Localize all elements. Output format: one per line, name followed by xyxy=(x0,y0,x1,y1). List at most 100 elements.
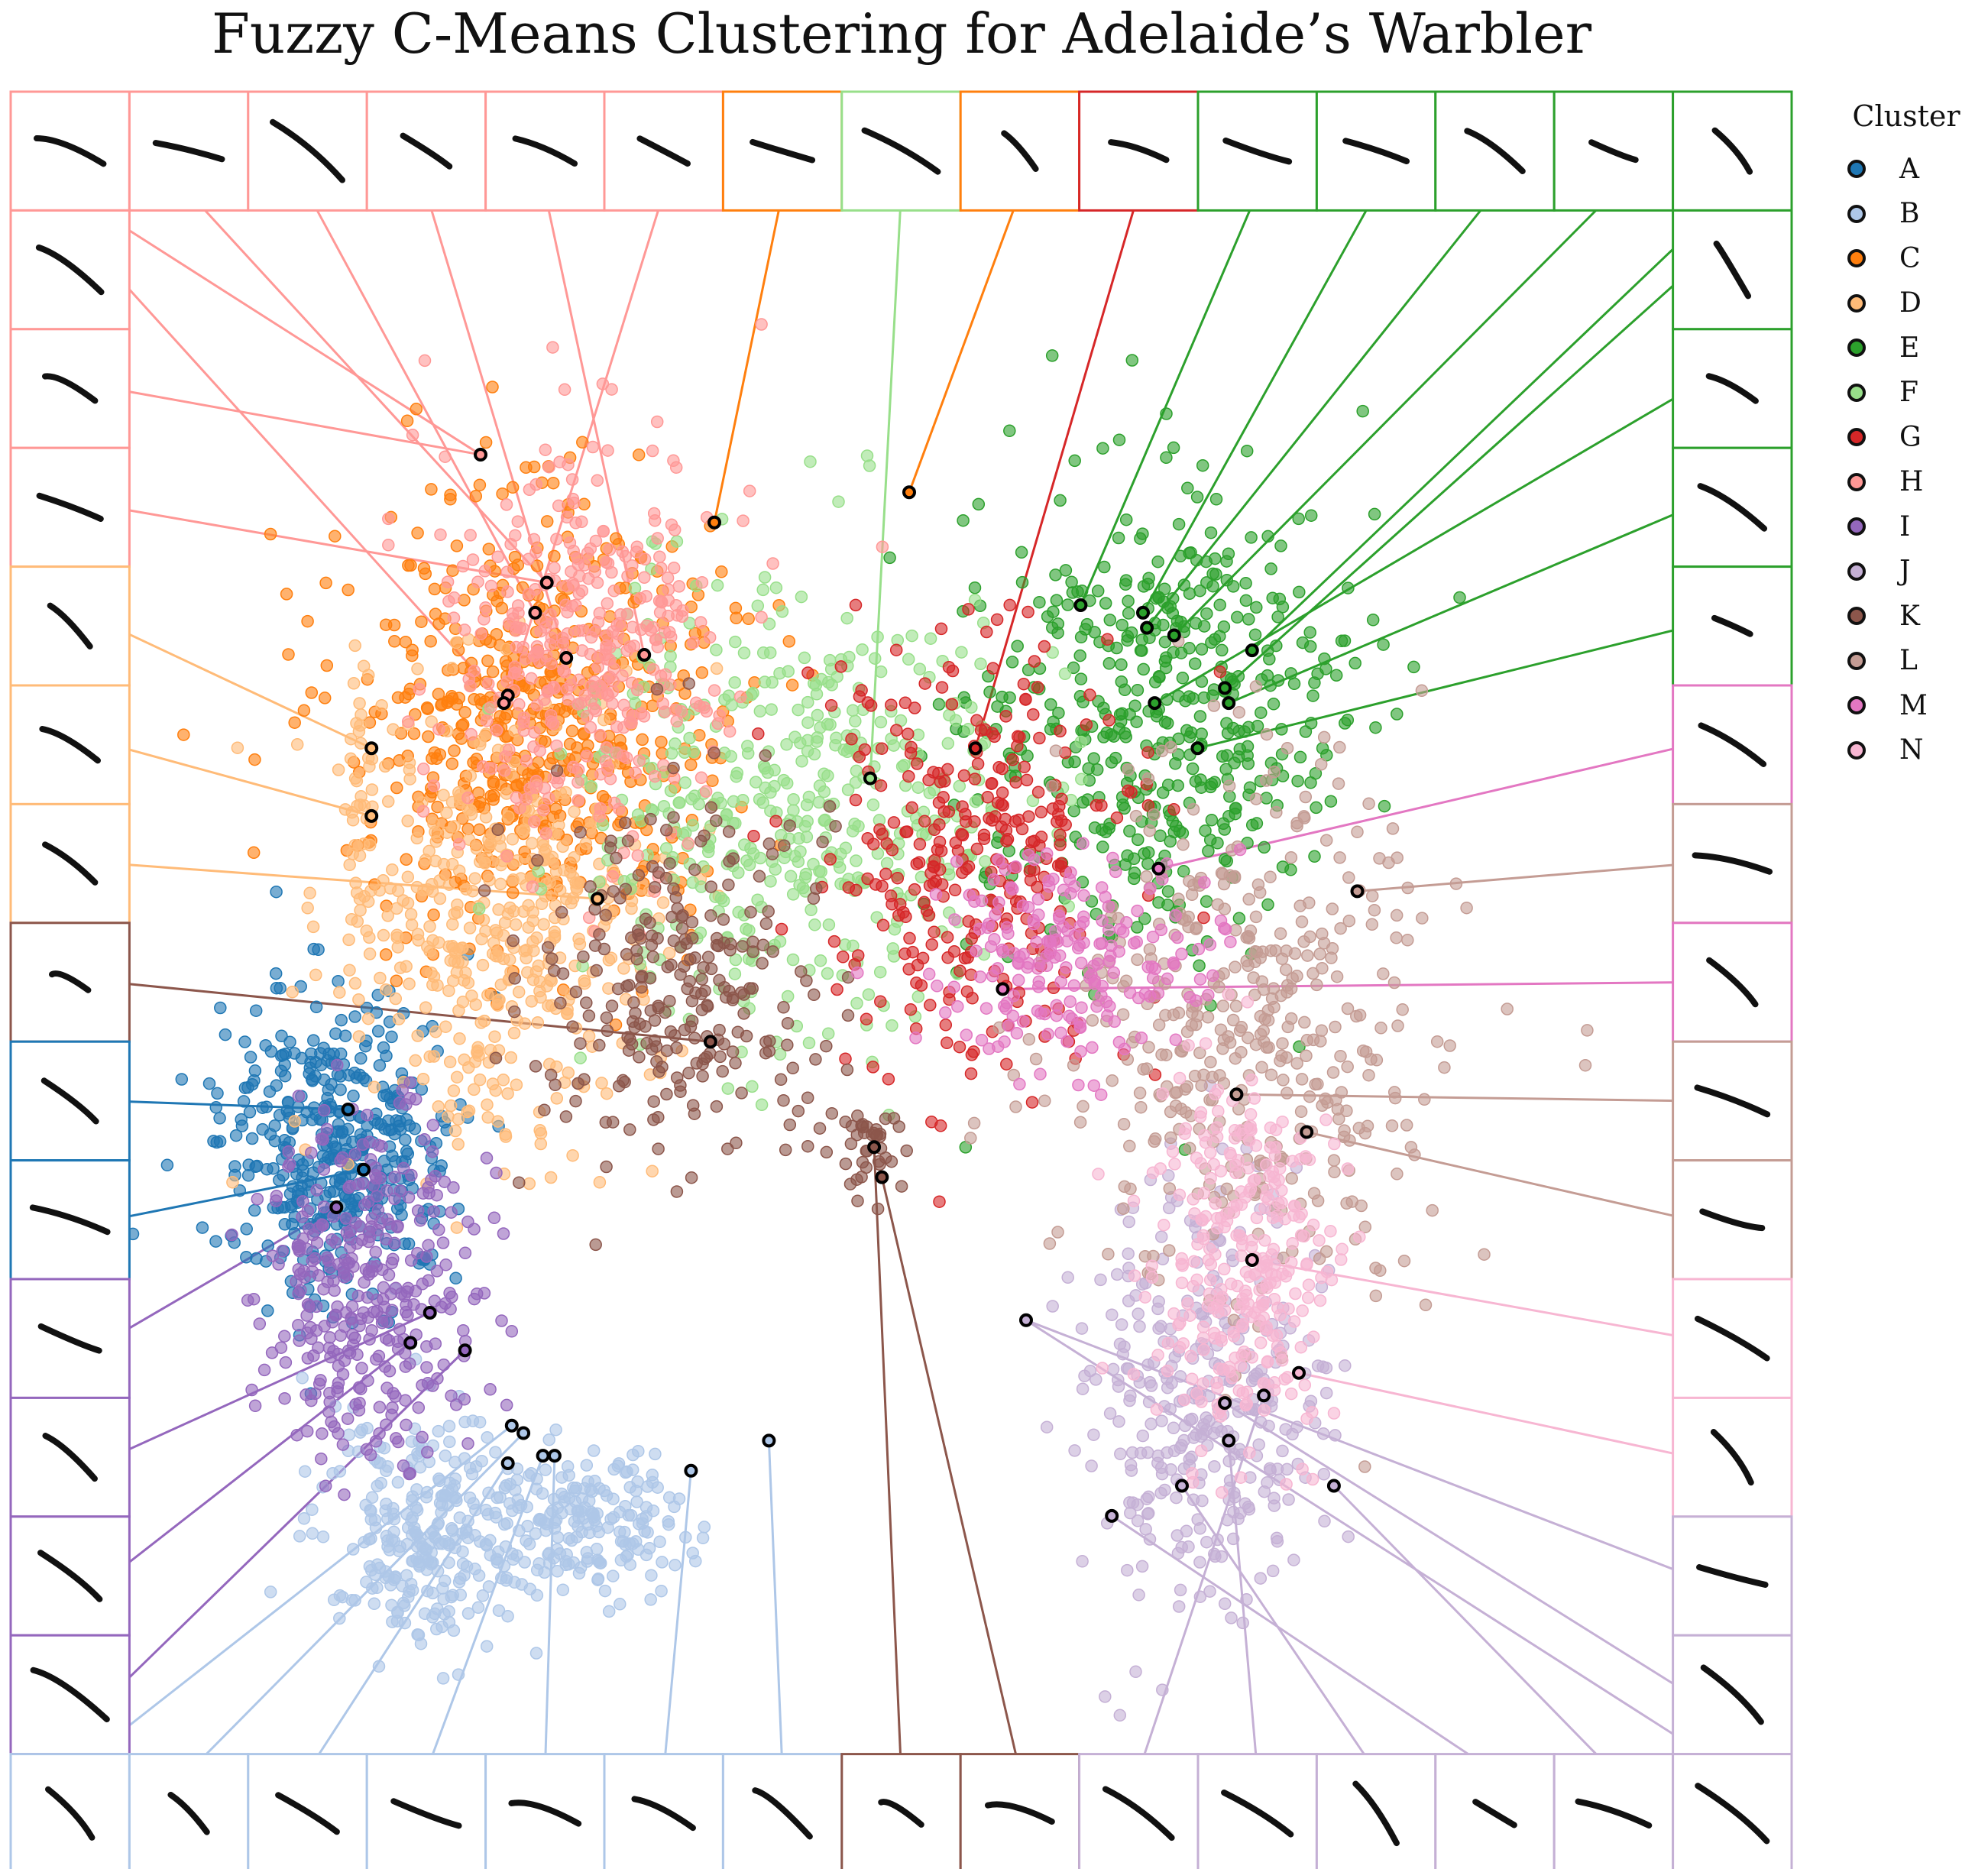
leader-line-j xyxy=(1025,1319,1692,1577)
point-c xyxy=(785,679,799,692)
point-f xyxy=(905,629,918,643)
point-e xyxy=(1112,722,1126,735)
point-h xyxy=(474,627,487,640)
point-j xyxy=(1046,1300,1059,1313)
point-k xyxy=(729,1057,742,1070)
point-b xyxy=(369,1568,382,1582)
point-a xyxy=(268,1119,281,1132)
point-j xyxy=(1282,1493,1295,1506)
point-g xyxy=(1031,681,1044,694)
point-h xyxy=(418,354,432,368)
point-e xyxy=(1041,610,1054,624)
point-l xyxy=(1362,1068,1375,1082)
point-c xyxy=(632,449,646,462)
point-d xyxy=(510,1078,523,1091)
point-l xyxy=(1155,1048,1168,1061)
point-c xyxy=(390,781,403,795)
point-i xyxy=(322,1341,336,1355)
point-i xyxy=(386,1401,399,1414)
point-f xyxy=(721,1082,735,1095)
point-g xyxy=(855,684,868,697)
point-e xyxy=(1239,577,1252,590)
point-l xyxy=(1396,1003,1409,1016)
point-i xyxy=(413,1214,427,1227)
point-h xyxy=(591,660,604,674)
point-b xyxy=(551,1531,565,1544)
point-k xyxy=(887,1112,901,1125)
point-l xyxy=(1213,980,1226,994)
point-g xyxy=(945,698,959,711)
point-l xyxy=(1077,1100,1090,1113)
point-k xyxy=(801,1139,814,1153)
point-h xyxy=(533,744,546,757)
point-a xyxy=(264,1045,278,1058)
point-d xyxy=(452,1113,465,1126)
point-f xyxy=(941,737,955,750)
point-b xyxy=(430,1622,443,1636)
leader-line-e xyxy=(1145,192,1496,629)
point-c xyxy=(479,436,493,449)
point-e xyxy=(1160,451,1173,465)
point-e xyxy=(1181,481,1194,495)
point-d xyxy=(352,724,366,738)
point-h xyxy=(668,523,682,536)
point-j xyxy=(1187,1431,1200,1444)
point-d xyxy=(288,1115,301,1128)
point-i xyxy=(369,1435,383,1448)
point-l xyxy=(1218,902,1232,915)
point-d xyxy=(478,857,491,870)
point-a xyxy=(238,1035,251,1048)
point-b xyxy=(542,1548,555,1561)
point-j xyxy=(1136,1429,1150,1443)
point-k xyxy=(820,1145,834,1159)
point-a xyxy=(240,1223,253,1236)
point-l xyxy=(1220,1182,1233,1196)
point-d xyxy=(348,639,361,653)
point-b xyxy=(443,1435,456,1449)
point-e xyxy=(1119,574,1133,587)
point-b xyxy=(612,1457,626,1470)
point-l xyxy=(1330,970,1344,983)
point-l xyxy=(1117,1118,1131,1131)
point-k xyxy=(753,870,766,883)
point-k xyxy=(756,957,769,970)
point-g xyxy=(1000,1058,1013,1071)
point-i xyxy=(338,1253,351,1267)
point-i xyxy=(369,1245,382,1258)
point-g xyxy=(900,825,914,838)
point-d xyxy=(471,1046,484,1059)
point-d xyxy=(374,971,387,985)
point-h xyxy=(607,585,620,598)
point-c xyxy=(481,654,494,668)
point-l xyxy=(1204,1055,1217,1069)
point-i xyxy=(375,1316,389,1330)
point-b xyxy=(553,1547,567,1560)
point-f xyxy=(849,714,862,728)
point-j xyxy=(1187,1493,1200,1507)
point-f xyxy=(729,635,742,649)
point-f xyxy=(812,795,826,809)
point-b xyxy=(518,1556,531,1569)
point-c xyxy=(407,727,421,740)
point-i xyxy=(355,1362,368,1375)
point-a xyxy=(307,1034,320,1047)
point-l xyxy=(1022,1033,1036,1046)
point-d xyxy=(345,805,358,819)
leader-line-f xyxy=(869,193,902,779)
point-g xyxy=(1102,714,1115,727)
point-f xyxy=(1074,735,1088,749)
point-i xyxy=(445,1291,458,1304)
point-e xyxy=(1186,762,1200,776)
point-l xyxy=(1501,1003,1514,1015)
point-l xyxy=(1215,866,1229,879)
point-i xyxy=(416,1430,429,1444)
point-l xyxy=(1351,825,1364,839)
point-f xyxy=(886,942,899,955)
point-l xyxy=(1303,930,1316,944)
point-a xyxy=(334,1047,348,1061)
point-d xyxy=(595,1077,608,1090)
point-f xyxy=(913,662,927,675)
point-d xyxy=(578,974,591,987)
point-l xyxy=(1275,1049,1288,1062)
point-f xyxy=(730,766,744,779)
